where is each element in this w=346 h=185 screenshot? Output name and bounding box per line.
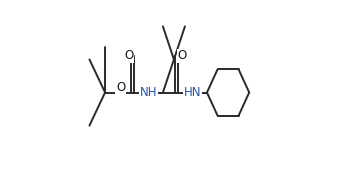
Text: O: O [124, 49, 134, 62]
Text: NH: NH [139, 86, 157, 99]
Text: O: O [116, 81, 125, 94]
Text: O: O [177, 49, 187, 62]
Text: HN: HN [183, 86, 201, 99]
